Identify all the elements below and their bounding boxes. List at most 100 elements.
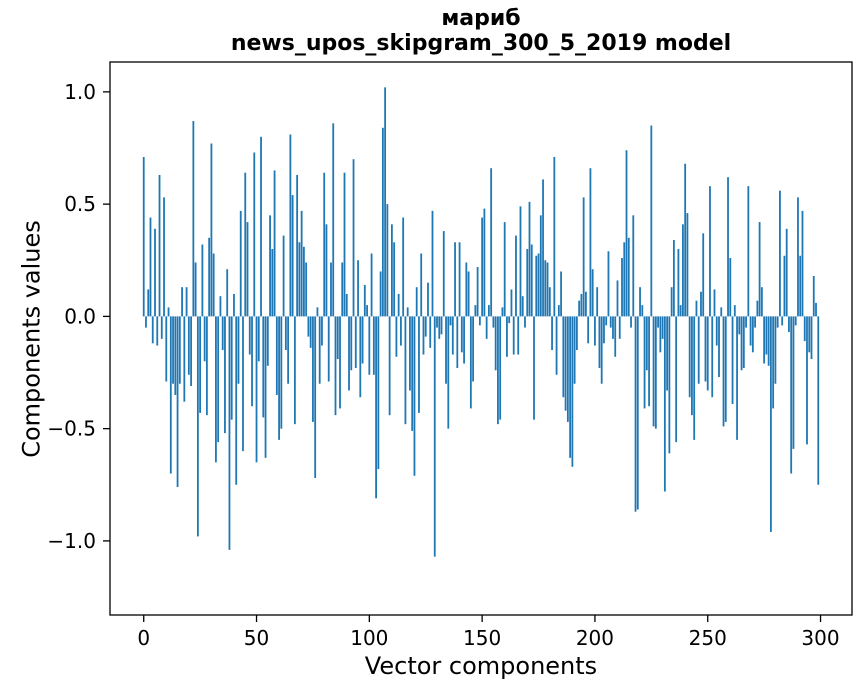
bar-component-121 [415,287,418,317]
bar-component-236 [675,316,678,443]
bar-component-2 [147,289,150,317]
bar-component-220 [639,287,641,317]
bar-component-241 [686,213,689,317]
bar-component-4 [151,316,154,344]
bar-component-234 [670,287,673,317]
bar-component-288 [792,316,795,449]
bar-component-267 [745,316,747,328]
bar-component-228 [657,316,659,328]
bar-component-66 [291,195,294,317]
y-axis-label: Components values [17,220,46,458]
bar-component-186 [562,316,565,398]
bar-component-92 [350,316,353,371]
bar-component-127 [429,316,432,348]
bar-component-77 [316,307,319,317]
bar-component-155 [492,316,495,328]
bar-component-192 [575,316,578,351]
bar-component-22 [192,121,195,317]
bar-component-227 [654,316,657,429]
bar-component-270 [751,316,754,353]
bar-component-145 [469,316,472,409]
bar-component-1 [145,316,147,328]
bar-component-57 [271,249,274,317]
bar-component-148 [476,266,479,317]
bar-component-12 [169,316,172,474]
bar-component-264 [738,316,741,335]
bar-component-221 [641,305,644,317]
bar-component-210 [616,280,619,317]
bar-component-178 [544,260,547,317]
bar-component-242 [688,316,691,398]
bar-component-200 [594,316,596,346]
bar-component-124 [422,316,425,355]
bar-component-216 [630,316,632,328]
bar-component-132 [440,316,443,335]
bar-component-164 [512,316,515,355]
bar-component-295 [808,316,811,353]
y-tick-label: −1.0 [47,529,96,553]
bar-component-222 [643,316,646,409]
bar-component-173 [533,316,535,420]
bar-component-35 [221,316,224,351]
bar-component-261 [731,316,734,404]
bar-component-253 [713,289,716,317]
bar-component-33 [217,316,220,443]
bar-component-48 [251,316,253,407]
bar-component-78 [318,316,321,384]
bar-component-11 [167,307,170,317]
bar-component-19 [185,287,188,317]
bar-component-37 [226,269,229,317]
bar-component-65 [289,134,292,317]
bar-component-184 [557,305,560,317]
bar-component-91 [348,316,350,391]
bar-component-191 [573,316,576,384]
bar-component-109 [388,316,391,416]
bar-component-154 [490,168,493,317]
bar-component-257 [722,316,725,427]
bar-component-69 [298,242,301,317]
bar-component-203 [600,316,603,384]
bar-component-110 [390,224,393,317]
bar-component-114 [400,316,402,346]
bar-component-72 [305,262,308,317]
bar-component-7 [158,174,161,317]
bar-component-218 [634,316,637,512]
bar-component-215 [627,237,630,317]
bar-component-207 [609,316,612,328]
bar-component-262 [733,305,736,317]
bar-component-237 [677,249,680,317]
bar-component-244 [693,316,696,440]
bar-component-107 [384,87,387,317]
bar-component-243 [691,316,693,416]
bar-component-81 [325,224,328,317]
bar-component-156 [494,316,497,371]
bar-component-248 [702,233,705,317]
bar-component-239 [682,224,684,317]
bar-component-226 [652,316,655,427]
bar-component-205 [605,316,608,326]
bar-component-187 [564,316,567,411]
bar-component-106 [381,127,384,317]
bar-component-144 [467,271,470,317]
bar-component-50 [255,316,258,463]
bar-component-274 [760,287,763,317]
bar-component-134 [445,316,447,384]
bar-component-290 [797,197,799,317]
bar-component-287 [790,316,793,474]
bar-component-61 [280,316,283,429]
bar-component-52 [260,136,262,317]
bar-component-60 [278,316,280,440]
bar-component-292 [801,210,804,317]
bar-component-71 [303,246,305,317]
bar-component-180 [548,287,551,317]
bar-component-89 [343,172,346,317]
bar-component-152 [485,316,488,339]
bar-component-9 [163,197,165,317]
bar-component-166 [517,316,520,355]
bar-component-54 [264,316,267,458]
bar-component-53 [262,316,265,418]
bar-component-238 [679,305,682,317]
bar-component-195 [582,197,585,317]
bar-component-277 [767,316,770,366]
